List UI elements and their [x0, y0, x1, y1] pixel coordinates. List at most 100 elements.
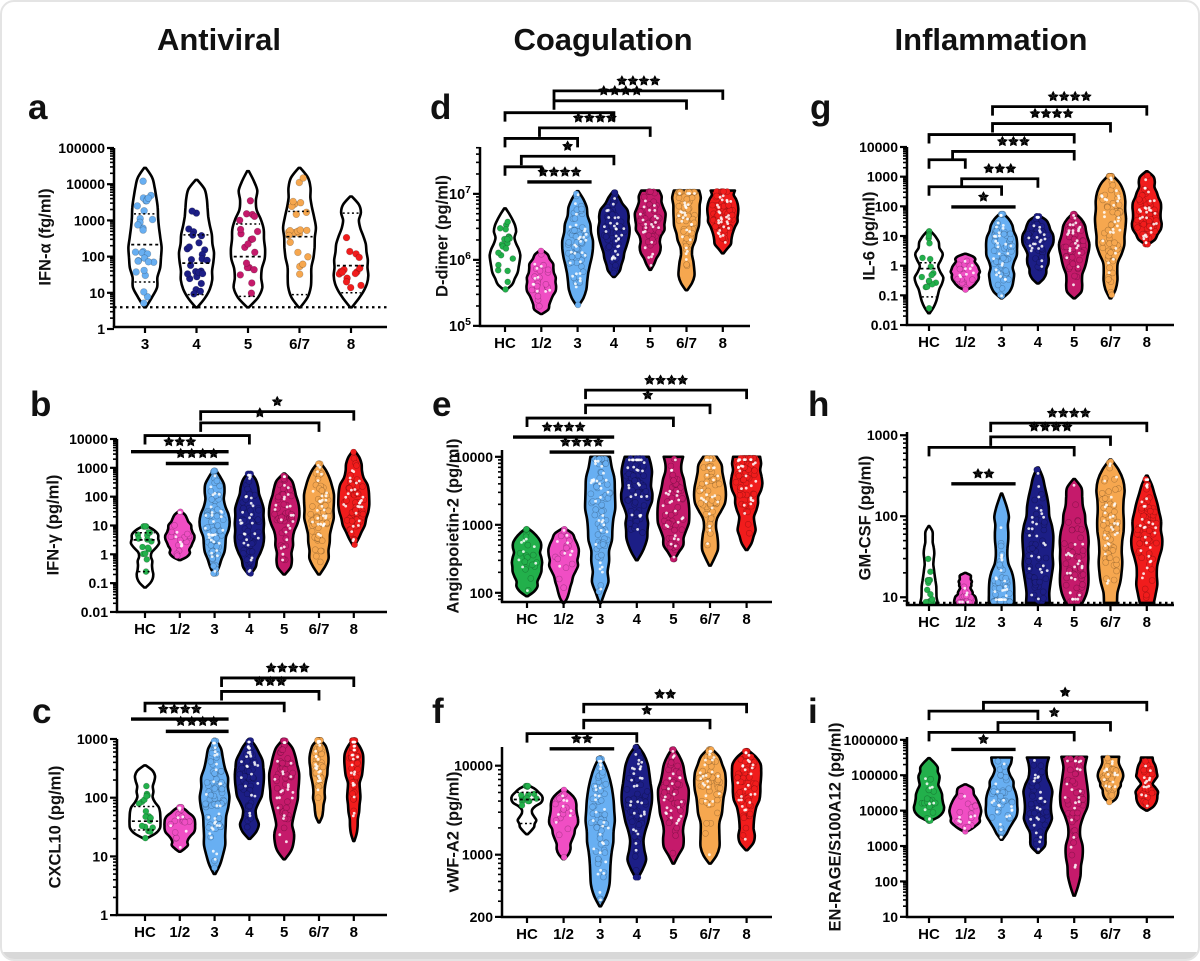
svg-text:1: 1: [890, 258, 898, 274]
violin-f-HC: [510, 782, 544, 836]
svg-text:6/7: 6/7: [700, 926, 721, 943]
svg-text:10: 10: [92, 848, 108, 864]
violin-d-6-7: [670, 188, 703, 292]
svg-text:1/2: 1/2: [553, 926, 574, 943]
svg-text:4: 4: [633, 926, 642, 943]
panel-letter-a: a: [28, 88, 48, 127]
svg-text:0.1: 0.1: [89, 575, 109, 591]
svg-text:5: 5: [280, 924, 288, 941]
violin-f-3: [584, 755, 617, 908]
svg-text:100: 100: [875, 508, 899, 524]
sig-c-2: [143, 701, 286, 713]
svg-text:1/2: 1/2: [955, 334, 976, 351]
column-header-inflammation: Inflammation: [894, 22, 1088, 57]
violin-e-5: [656, 455, 691, 563]
sig-g-3: [927, 158, 967, 169]
svg-text:1/2: 1/2: [169, 621, 190, 638]
svg-text:6/7: 6/7: [700, 611, 721, 628]
violin-a-8: [332, 195, 370, 309]
svg-text:10: 10: [92, 517, 108, 533]
violin-a-6-7: [281, 166, 318, 309]
svg-text:3: 3: [997, 926, 1005, 943]
violin-g-HC: [913, 228, 945, 315]
sig-g-2: [960, 162, 1040, 188]
sig-i-3: [927, 709, 1040, 721]
panel-h-axes: 1000 100 10 HC 1/2 3 4 5 6/7 8: [867, 427, 1174, 631]
violin-a-4: [177, 178, 216, 309]
svg-text:HC: HC: [516, 926, 538, 943]
sig-g-5: [927, 133, 1076, 144]
svg-text:3: 3: [997, 334, 1005, 351]
svg-text:4: 4: [633, 611, 642, 628]
sig-e-1: [513, 421, 615, 439]
y-axis-label-gm-csf: GM-CSF (pg/ml): [856, 455, 875, 581]
sig-f-2: [582, 704, 712, 730]
svg-text:5: 5: [669, 926, 677, 943]
bottom-edge-strip: [2, 952, 1198, 959]
svg-text:1/2: 1/2: [169, 924, 190, 941]
svg-text:100: 100: [82, 249, 106, 265]
svg-text:1000: 1000: [77, 731, 108, 747]
sig-h-3: [989, 407, 1149, 433]
svg-text:0.1: 0.1: [879, 287, 899, 303]
sig-h-0: [951, 468, 1016, 486]
svg-text:100: 100: [875, 873, 899, 889]
svg-text:10000: 10000: [859, 803, 898, 819]
violin-f-4: [620, 743, 654, 881]
panel-b-axes: 10000 1000 100 10 1 0.1 0.01 HC 1/2 3 4 5 6/7 8: [69, 431, 387, 638]
y-axis-label-ifn-alpha: IFN-α (fg/ml): [36, 188, 55, 286]
violin-g-4: [1020, 213, 1055, 285]
violin-h-5: [1058, 477, 1090, 606]
svg-text:4: 4: [1034, 614, 1043, 631]
svg-text:8: 8: [350, 621, 358, 638]
violin-d-5: [633, 188, 667, 272]
svg-text:HC: HC: [134, 924, 156, 941]
svg-text:HC: HC: [918, 334, 940, 351]
violin-i-1-2: [948, 783, 983, 835]
svg-text:5: 5: [1070, 334, 1078, 351]
sig-b-4: [199, 395, 356, 421]
sig-d-7: [552, 75, 725, 100]
sig-e-4: [584, 374, 748, 400]
svg-text:3: 3: [596, 611, 604, 628]
violin-d-1-2: [525, 247, 558, 316]
panel-i: 1000000 100000 10000 1000 100 10 HC 1/2 3 4 5 6/7 8: [843, 686, 1174, 943]
svg-text:3: 3: [210, 621, 218, 638]
svg-text:10: 10: [89, 285, 105, 301]
svg-text:5: 5: [1070, 926, 1078, 943]
svg-text:8: 8: [347, 336, 355, 353]
violin-i-3: [984, 756, 1019, 841]
sig-f-3: [582, 688, 748, 714]
svg-text:HC: HC: [918, 926, 940, 943]
sig-d-4: [538, 112, 652, 137]
violin-i-6-7: [1096, 754, 1125, 806]
sig-i-1: [927, 730, 1076, 742]
panel-letter-g: g: [810, 88, 832, 127]
violin-d-8: [705, 188, 740, 255]
panel-i-axes: 1000000 100000 10000 1000 100 10 HC 1/2 3 4 5 6/7 8: [843, 732, 1174, 943]
svg-text:HC: HC: [134, 621, 156, 638]
violin-f-1-2: [547, 786, 580, 861]
svg-text:4: 4: [1034, 926, 1043, 943]
violin-b-HC: [129, 523, 161, 589]
violin-i-8: [1134, 756, 1160, 812]
panel-b: 10000 1000 100 10 1 0.1 0.01 HC 1/2 3 4 5 6/7 8: [69, 395, 387, 638]
svg-text:10000: 10000: [69, 431, 108, 447]
violin-a-5: [229, 169, 267, 309]
panel-c: 1000 100 10 1 HC 1/2 3 4 5 6/7 8: [77, 662, 387, 941]
svg-text:6/7: 6/7: [309, 621, 330, 638]
svg-text:100: 100: [470, 585, 494, 601]
sig-g-7: [991, 90, 1149, 116]
panel-letter-c: c: [32, 692, 52, 731]
sig-g-0: [951, 191, 1016, 209]
svg-text:HC: HC: [516, 611, 538, 628]
svg-text:3: 3: [141, 336, 149, 353]
violin-c-1-2: [163, 803, 197, 853]
svg-text:8: 8: [719, 335, 727, 352]
svg-text:1/2: 1/2: [955, 926, 976, 943]
violin-e-1-2: [547, 525, 581, 605]
